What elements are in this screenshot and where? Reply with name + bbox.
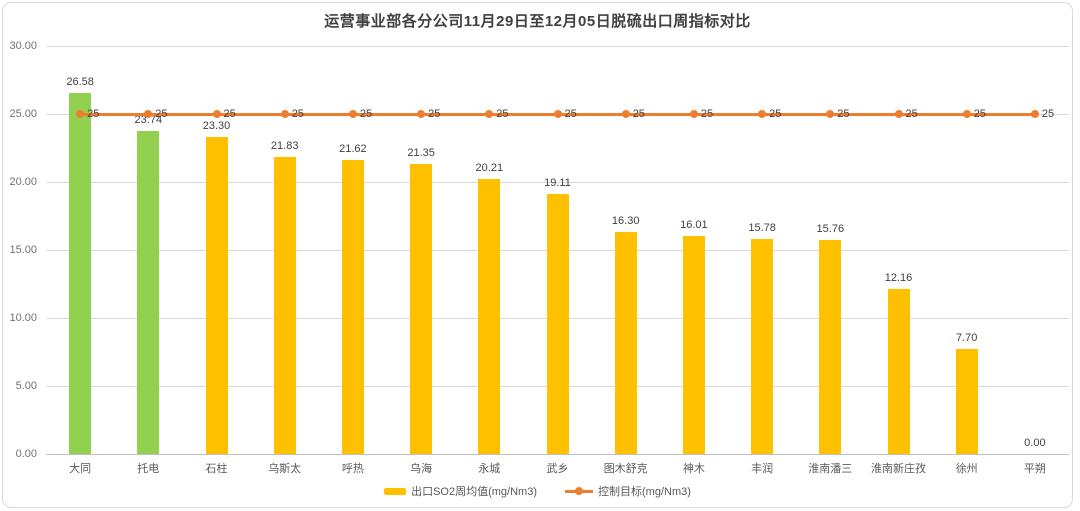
x-axis-label: 永城 (478, 463, 501, 475)
bar-淮南新庄孜 (887, 288, 910, 454)
target-value-label: 25 (428, 108, 441, 120)
bar-丰润 (751, 239, 774, 454)
target-value-label: 25 (905, 108, 918, 120)
legend-line-swatch-icon (565, 487, 593, 495)
y-axis-label: 10.00 (9, 312, 37, 324)
bar-永城 (478, 179, 501, 454)
bar-value-label: 12.16 (884, 271, 913, 284)
target-marker (144, 110, 153, 118)
target-marker (1030, 110, 1039, 118)
x-axis-label: 石柱 (205, 463, 228, 475)
target-marker (553, 110, 562, 118)
y-axis-label: 5.00 (15, 380, 37, 392)
target-marker (962, 110, 971, 118)
target-marker (485, 110, 494, 118)
bar-value-label: 21.83 (270, 140, 299, 153)
target-marker (280, 110, 289, 118)
target-value-label: 25 (700, 108, 714, 120)
y-axis-label: 15.00 (9, 244, 37, 256)
bar-图木舒克 (614, 232, 637, 454)
bar-大同 (69, 92, 92, 454)
target-value-label: 25 (359, 108, 373, 120)
bar-value-label: 19.11 (544, 177, 571, 190)
bar-value-label: 23.30 (202, 120, 231, 133)
gridline (46, 46, 1069, 47)
legend-line-dot-icon (575, 487, 583, 495)
target-value-label: 25 (769, 108, 782, 120)
target-marker (76, 110, 85, 118)
legend-item-so2-bars: 出口SO2周均值(mg/Nm3) (384, 483, 537, 499)
x-axis-label: 图木舒克 (603, 463, 648, 475)
bar-value-label: 15.78 (748, 222, 776, 235)
x-axis-label: 徐州 (955, 463, 978, 475)
bar-托电 (137, 131, 160, 454)
bar-淮南潘三 (819, 239, 842, 454)
gridline (46, 182, 1069, 183)
bar-value-label: 0.00 (1024, 437, 1046, 449)
bar-乌斯太 (273, 157, 296, 454)
bar-value-label: 23.74 (134, 114, 163, 127)
x-axis-label: 平朔 (1023, 463, 1046, 475)
target-marker (417, 110, 426, 118)
target-marker (894, 110, 903, 118)
y-axis-label: 0.00 (15, 448, 37, 460)
x-axis-label: 淮南新庄孜 (870, 463, 926, 475)
target-value-label: 25 (291, 108, 304, 120)
target-marker (621, 110, 630, 118)
legend-bar-swatch-icon (384, 487, 407, 495)
target-marker (826, 110, 835, 118)
bar-value-label: 26.58 (66, 75, 94, 88)
y-axis-label: 30.00 (9, 40, 37, 52)
bar-value-label: 16.01 (680, 219, 708, 232)
gridline (46, 454, 1069, 455)
bar-value-label: 20.21 (475, 162, 504, 175)
bar-乌海 (410, 163, 433, 454)
chart-title: 运营事业部各分公司11月29日至12月05日脱硫出口周指标对比 (324, 13, 751, 30)
legend-label-target: 控制目标(mg/Nm3) (598, 486, 691, 498)
bar-石柱 (205, 137, 228, 454)
bar-value-label: 21.35 (407, 146, 435, 159)
x-axis-label: 托电 (137, 463, 160, 475)
x-axis-label: 乌海 (410, 463, 433, 475)
x-axis-label: 呼热 (341, 463, 364, 475)
target-value-label: 25 (1041, 108, 1055, 120)
target-marker (758, 110, 767, 118)
target-value-label: 25 (87, 108, 100, 120)
legend-item-target-line: 控制目标(mg/Nm3) (565, 483, 691, 499)
bar-value-label: 16.30 (611, 215, 640, 228)
y-axis-label: 20.00 (9, 176, 37, 188)
bar-徐州 (955, 349, 978, 454)
legend-label-so2: 出口SO2周均值(mg/Nm3) (411, 486, 537, 498)
x-axis-label: 丰润 (751, 463, 774, 475)
bar-神木 (682, 236, 705, 454)
target-value-label: 25 (837, 108, 850, 120)
x-axis-label: 淮南潘三 (808, 463, 853, 475)
target-marker (212, 110, 221, 118)
target-value-label: 25 (564, 108, 577, 120)
y-axis-label: 25.00 (9, 108, 37, 120)
target-marker (348, 110, 357, 118)
legend: 出口SO2周均值(mg/Nm3) 控制目标(mg/Nm3) (3, 483, 1072, 499)
x-axis-label: 乌斯太 (268, 463, 302, 475)
bar-value-label: 21.62 (339, 142, 367, 155)
x-axis-label: 神木 (682, 463, 705, 475)
target-value-label: 25 (223, 108, 236, 120)
plot-area: 26.58 23.74 23.30 21.83 21.62 21.35 20.21 19.11… (46, 46, 1069, 455)
target-value-label: 25 (632, 108, 645, 120)
bar-武乡 (546, 194, 569, 454)
bar-呼热 (341, 159, 364, 454)
bar-value-label: 15.76 (816, 222, 845, 235)
target-marker (689, 110, 698, 118)
x-axis-label: 武乡 (546, 463, 569, 475)
bar-value-label: 7.70 (955, 332, 978, 345)
target-value-label: 25 (155, 108, 168, 120)
x-axis-label: 大同 (69, 463, 92, 475)
target-value-label: 25 (973, 108, 986, 120)
target-value-label: 25 (496, 108, 509, 120)
